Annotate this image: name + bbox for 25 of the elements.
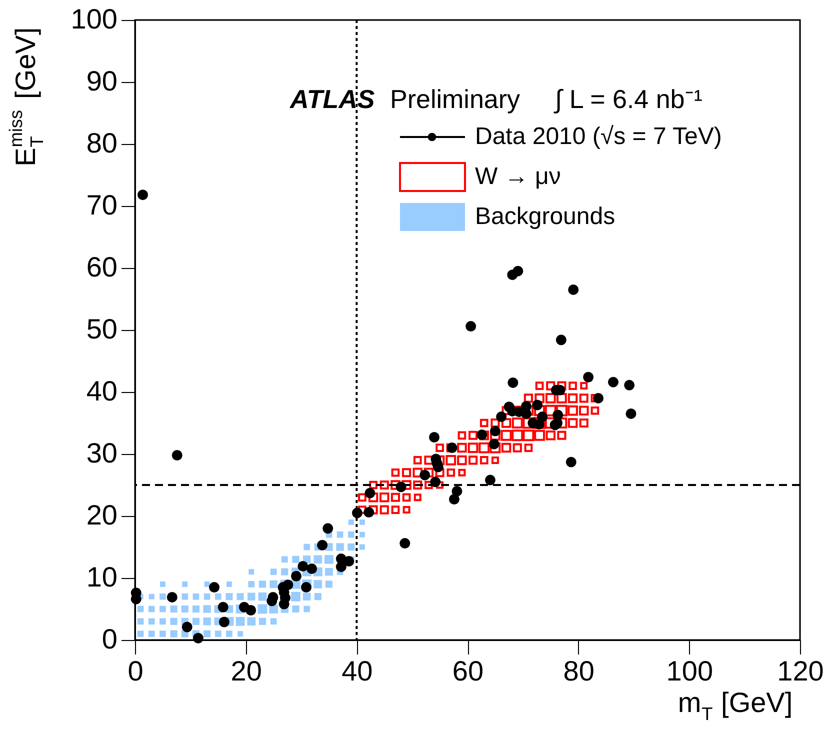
x-tick-label: 120 (777, 656, 824, 686)
legend-label: Backgrounds (475, 203, 616, 230)
y-tick-label: 10 (86, 562, 118, 592)
y-tick-label: 40 (86, 376, 118, 406)
legend-label: W → μν (475, 163, 561, 190)
y-tick-label: 80 (86, 128, 118, 158)
annotation: Preliminary (390, 84, 520, 114)
y-tick-label: 30 (86, 438, 118, 468)
y-tick-label: 70 (86, 190, 118, 220)
y-tick-label: 60 (86, 252, 118, 282)
y-tick-label: 0 (102, 624, 118, 654)
y-tick-label: 50 (86, 314, 118, 344)
x-tick-label: 40 (342, 656, 373, 686)
y-tick-label: 100 (70, 4, 118, 34)
y-tick-label: 90 (86, 66, 118, 96)
x-tick-label: 100 (666, 656, 714, 686)
x-tick-label: 60 (452, 656, 484, 686)
x-tick-label: 0 (128, 656, 144, 686)
legend-label: Data 2010 (√s = 7 TeV) (475, 123, 722, 150)
y-tick-label: 20 (86, 500, 118, 530)
y-axis-title: ETmiss [GeV] (6, 27, 47, 166)
x-tick-label: 80 (563, 656, 594, 686)
x-tick-label: 20 (230, 656, 262, 686)
annotation: ATLAS (289, 84, 376, 114)
annotation: ∫ L = 6.4 nb⁻¹ (553, 84, 703, 114)
